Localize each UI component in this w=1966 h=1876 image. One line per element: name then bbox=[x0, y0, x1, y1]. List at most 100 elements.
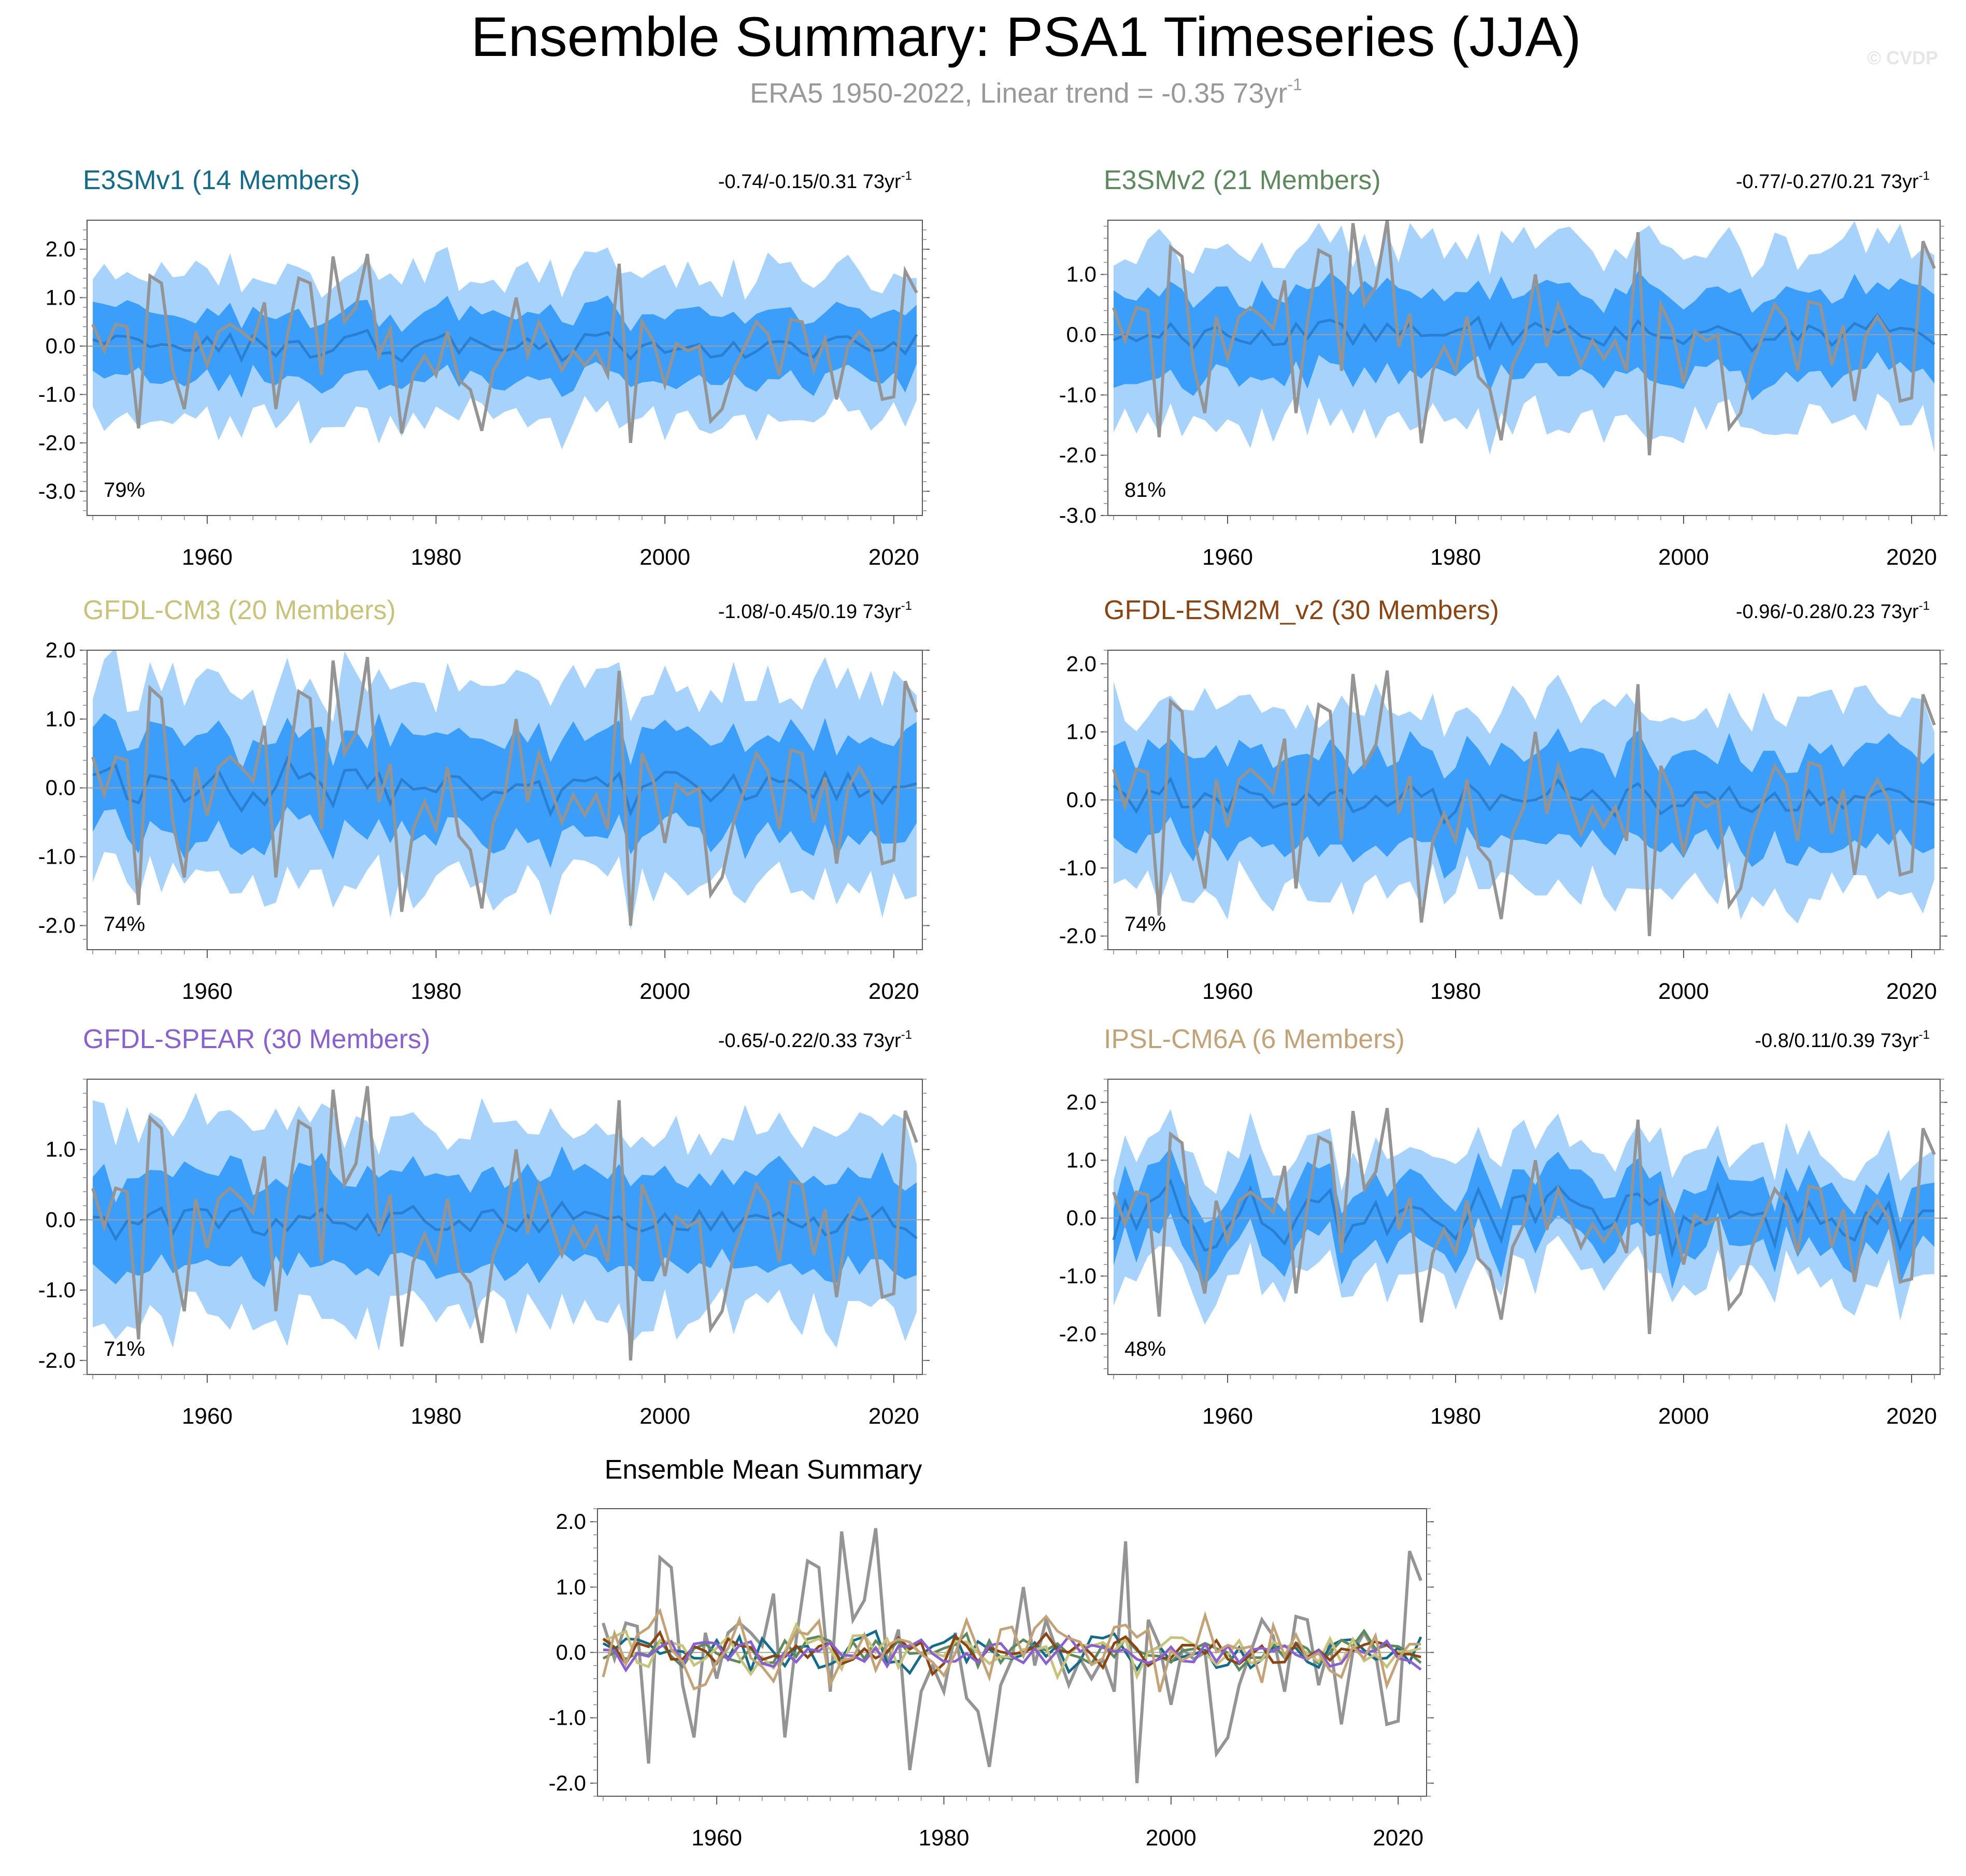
y-tick-label: 1.0 bbox=[556, 1574, 586, 1599]
y-tick-label: 0.0 bbox=[46, 776, 76, 800]
y-tick-label: -2.0 bbox=[38, 1348, 76, 1372]
trend-range-superscript: -1 bbox=[1919, 599, 1930, 613]
y-tick-label: -2.0 bbox=[38, 431, 76, 455]
x-tick-label: 2020 bbox=[868, 979, 919, 1004]
cvdp-watermark: © CVDP bbox=[1867, 47, 1938, 68]
pattern-correlation-label: 74% bbox=[104, 913, 145, 936]
x-tick-label: 1980 bbox=[1430, 1404, 1481, 1429]
x-tick-label: 1960 bbox=[182, 545, 233, 570]
y-tick-label: 1.0 bbox=[1066, 720, 1096, 744]
x-tick-label: 2000 bbox=[1658, 979, 1709, 1004]
y-tick-label: -1.0 bbox=[38, 382, 76, 406]
observations-line bbox=[1112, 1108, 1936, 1335]
x-tick-label: 2000 bbox=[1146, 1825, 1196, 1851]
observations-line bbox=[91, 253, 918, 443]
y-tick-label: -2.0 bbox=[1059, 924, 1096, 948]
trend-range: -0.65/-0.22/0.33 73yr-1 bbox=[718, 1028, 912, 1052]
y-tick-label: 0.0 bbox=[556, 1640, 586, 1665]
panel-5: 2.0 1.0 0.0 -1.0 -2.0 1960 1980 2000 2020 IPSL-CM… bbox=[1059, 1024, 1947, 1429]
panel-0: 2.0 1.0 0.0 -1.0 -2.0 -3.0 1960 1980 2000 2020 E3S… bbox=[38, 165, 930, 570]
y-tick-label: 2.0 bbox=[1066, 1090, 1096, 1114]
y-tick-label: 0.0 bbox=[1066, 322, 1096, 347]
plot-area bbox=[87, 1086, 922, 1361]
y-tick-label: -1.0 bbox=[38, 844, 76, 869]
trend-range-superscript: -1 bbox=[1919, 169, 1930, 183]
plot-area bbox=[87, 247, 922, 450]
y-tick-label: -3.0 bbox=[1059, 503, 1096, 527]
y-tick-label: -1.0 bbox=[1059, 1264, 1096, 1288]
x-tick-label: 1980 bbox=[411, 1404, 462, 1429]
trend-range-superscript: -1 bbox=[1919, 1028, 1930, 1042]
panel-6: 2.0 1.0 0.0 -1.0 -2.0 1960 1980 2000 2020 Ensembl… bbox=[549, 1455, 1434, 1851]
panel-4: 1.0 0.0 -1.0 -2.0 1960 1980 2000 2020 GFDL-SPEAR… bbox=[38, 1024, 930, 1429]
y-tick-label: 0.0 bbox=[1066, 787, 1096, 812]
ensemble-mean-line-ipsl-cm6a bbox=[602, 1608, 1421, 1693]
y-tick-label: 1.0 bbox=[46, 285, 76, 310]
x-tick-label: 2020 bbox=[1886, 545, 1937, 570]
pattern-correlation-label: 81% bbox=[1124, 479, 1166, 502]
x-tick-label: 2020 bbox=[868, 545, 919, 570]
trend-range: -0.77/-0.27/0.21 73yr-1 bbox=[1736, 169, 1930, 193]
panel-title: GFDL-ESM2M_v2 (30 Members) bbox=[1104, 595, 1499, 625]
y-tick-label: -1.0 bbox=[1059, 382, 1096, 407]
x-tick-label: 1960 bbox=[182, 1404, 233, 1429]
pattern-correlation-label: 79% bbox=[104, 479, 145, 502]
y-tick-label: 0.0 bbox=[1066, 1206, 1096, 1230]
y-tick-label: 1.0 bbox=[46, 1137, 76, 1162]
subtitle-superscript: -1 bbox=[1287, 75, 1302, 94]
panel-title: Ensemble Mean Summary bbox=[605, 1455, 922, 1485]
x-tick-label: 2000 bbox=[1658, 545, 1709, 570]
y-tick-label: 0.0 bbox=[46, 1207, 76, 1231]
x-tick-label: 2000 bbox=[1658, 1404, 1709, 1429]
trend-range: -0.96/-0.28/0.23 73yr-1 bbox=[1736, 599, 1930, 623]
y-tick-label: 0.0 bbox=[46, 334, 76, 358]
plot-area bbox=[1108, 1108, 1940, 1335]
observations-line bbox=[1112, 220, 1936, 455]
x-tick-label: 1980 bbox=[1430, 545, 1481, 570]
trend-range-text: -0.74/-0.15/0.31 73yr bbox=[718, 171, 901, 193]
x-tick-label: 1960 bbox=[1202, 545, 1253, 570]
x-tick-label: 2020 bbox=[1886, 1404, 1937, 1429]
ensemble-mean-line bbox=[1112, 1178, 1935, 1258]
plot-area bbox=[597, 1528, 1427, 1783]
y-tick-label: 2.0 bbox=[46, 237, 76, 261]
x-tick-label: 1980 bbox=[1430, 979, 1481, 1004]
x-tick-label: 1960 bbox=[1202, 979, 1253, 1004]
y-tick-label: -2.0 bbox=[1059, 443, 1096, 467]
x-tick-label: 2020 bbox=[1886, 979, 1937, 1004]
ensemble-mean-line-gfdl-spear bbox=[603, 1634, 1422, 1673]
y-tick-label: -2.0 bbox=[1059, 1322, 1096, 1346]
observations-line bbox=[91, 1086, 918, 1361]
trend-range: -0.8/0.11/0.39 73yr-1 bbox=[1755, 1028, 1930, 1052]
panel-title: E3SMv2 (21 Members) bbox=[1104, 165, 1381, 195]
panel-title: IPSL-CM6A (6 Members) bbox=[1104, 1024, 1405, 1054]
trend-range-text: -0.96/-0.28/0.23 73yr bbox=[1736, 601, 1919, 623]
x-tick-label: 1960 bbox=[691, 1825, 742, 1851]
trend-range-superscript: -1 bbox=[901, 599, 912, 613]
y-tick-label: -1.0 bbox=[1059, 855, 1096, 880]
x-tick-label: 2000 bbox=[639, 979, 690, 1004]
x-tick-label: 1980 bbox=[919, 1825, 970, 1851]
figure-title: Ensemble Summary: PSA1 Timeseries (JJA) bbox=[471, 5, 1582, 68]
y-tick-label: -1.0 bbox=[549, 1706, 586, 1730]
pattern-correlation-label: 71% bbox=[104, 1338, 145, 1361]
x-tick-label: 1960 bbox=[1202, 1404, 1253, 1429]
x-tick-label: 1960 bbox=[182, 979, 233, 1004]
y-tick-label: -2.0 bbox=[549, 1771, 586, 1795]
y-tick-label: 2.0 bbox=[1066, 651, 1096, 676]
panel-title: GFDL-CM3 (20 Members) bbox=[83, 595, 396, 625]
trend-range-text: -0.77/-0.27/0.21 73yr bbox=[1736, 171, 1919, 193]
x-tick-label: 1980 bbox=[411, 545, 462, 570]
y-tick-label: -2.0 bbox=[38, 913, 76, 937]
figure-subtitle: ERA5 1950-2022, Linear trend = -0.35 73y… bbox=[750, 75, 1302, 109]
subtitle-text: ERA5 1950-2022, Linear trend = -0.35 73y… bbox=[750, 78, 1287, 109]
trend-range-text: -1.08/-0.45/0.19 73yr bbox=[718, 601, 901, 623]
y-tick-label: 2.0 bbox=[46, 638, 76, 662]
panel-1: 1.0 0.0 -1.0 -2.0 -3.0 1960 1980 2000 2020 E3SMv2… bbox=[1059, 165, 1947, 570]
panel-2: 2.0 1.0 0.0 -1.0 -2.0 1960 1980 2000 2020 GFDL-CM… bbox=[38, 595, 930, 1004]
y-tick-label: -3.0 bbox=[38, 479, 76, 503]
trend-range: -0.74/-0.15/0.31 73yr-1 bbox=[718, 169, 912, 193]
plot-area bbox=[1108, 670, 1940, 936]
trend-range-text: -0.65/-0.22/0.33 73yr bbox=[718, 1030, 901, 1052]
